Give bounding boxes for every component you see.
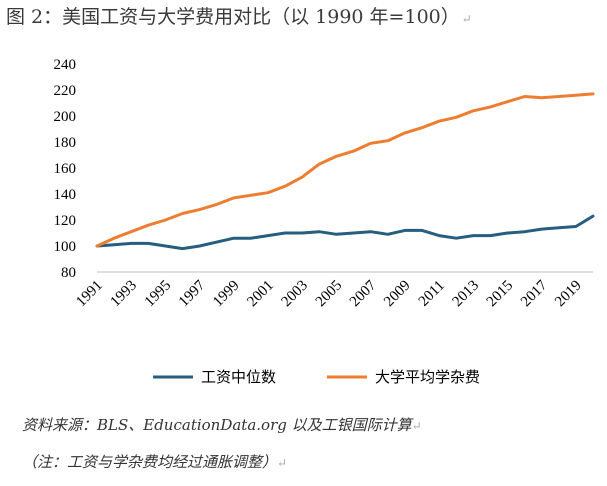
paragraph-mark-icon: ↵: [461, 12, 472, 26]
legend: 工资中位数 大学平均学杂费: [153, 368, 480, 386]
chart-title: 图 2：美国工资与大学费用对比（以 1990 年=100） ↵: [6, 2, 472, 29]
legend-label: 工资中位数: [201, 368, 276, 386]
y-tick-label: 100: [54, 239, 77, 255]
y-tick-label: 180: [54, 135, 77, 151]
x-tick-label: 2003: [279, 278, 312, 311]
x-tick-label: 2009: [381, 278, 414, 311]
y-tick-label: 160: [54, 161, 77, 177]
x-tick-label: 2005: [313, 278, 346, 311]
x-tick-label: 2011: [416, 278, 448, 310]
series-line-tuition: [95, 92, 595, 248]
x-tick-label: 2017: [518, 277, 551, 310]
y-tick-label: 200: [54, 109, 77, 125]
source-text: 资料来源：BLS、EducationData.org 以及工银国际计算: [22, 416, 412, 434]
y-tick-label: 240: [54, 57, 77, 73]
y-tick-label: 140: [54, 187, 77, 203]
x-tick-label: 2019: [552, 278, 585, 311]
x-tick-label: 1993: [108, 278, 141, 311]
y-tick-label: 220: [54, 83, 77, 99]
footnote: （注：工资与学杂费均经过通胀调整）↵: [22, 451, 287, 472]
x-tick-label: 1997: [176, 277, 209, 310]
source-note: 资料来源：BLS、EducationData.org 以及工银国际计算↵: [22, 414, 422, 435]
legend-label: 大学平均学杂费: [375, 368, 480, 386]
x-axis-ticks: 1991 1993 1995 1997 1999 2001 2003 2005 2007 2009…: [73, 277, 584, 310]
x-tick-label: 1999: [210, 278, 243, 311]
x-tick-label: 2013: [450, 278, 483, 311]
x-tick-label: 2007: [347, 277, 380, 310]
y-tick-label: 120: [54, 213, 77, 229]
x-tick-label: 1995: [142, 278, 175, 311]
x-tick-label: 2015: [484, 278, 517, 311]
y-tick-label: 80: [61, 265, 76, 281]
y-axis-ticks: 80 100 120 140 160 180 200 220 240: [54, 57, 77, 281]
paragraph-mark-icon: ↵: [277, 456, 288, 470]
footnote-text: （注：工资与学杂费均经过通胀调整）: [22, 453, 278, 471]
x-tick-label: 2001: [244, 278, 277, 311]
chart-title-text: 图 2：美国工资与大学费用对比（以 1990 年=100）: [6, 6, 460, 28]
paragraph-mark-icon: ↵: [411, 419, 422, 433]
x-tick-label: 1991: [73, 278, 106, 311]
series-line-wage: [95, 214, 595, 251]
series-lines: [95, 92, 595, 251]
